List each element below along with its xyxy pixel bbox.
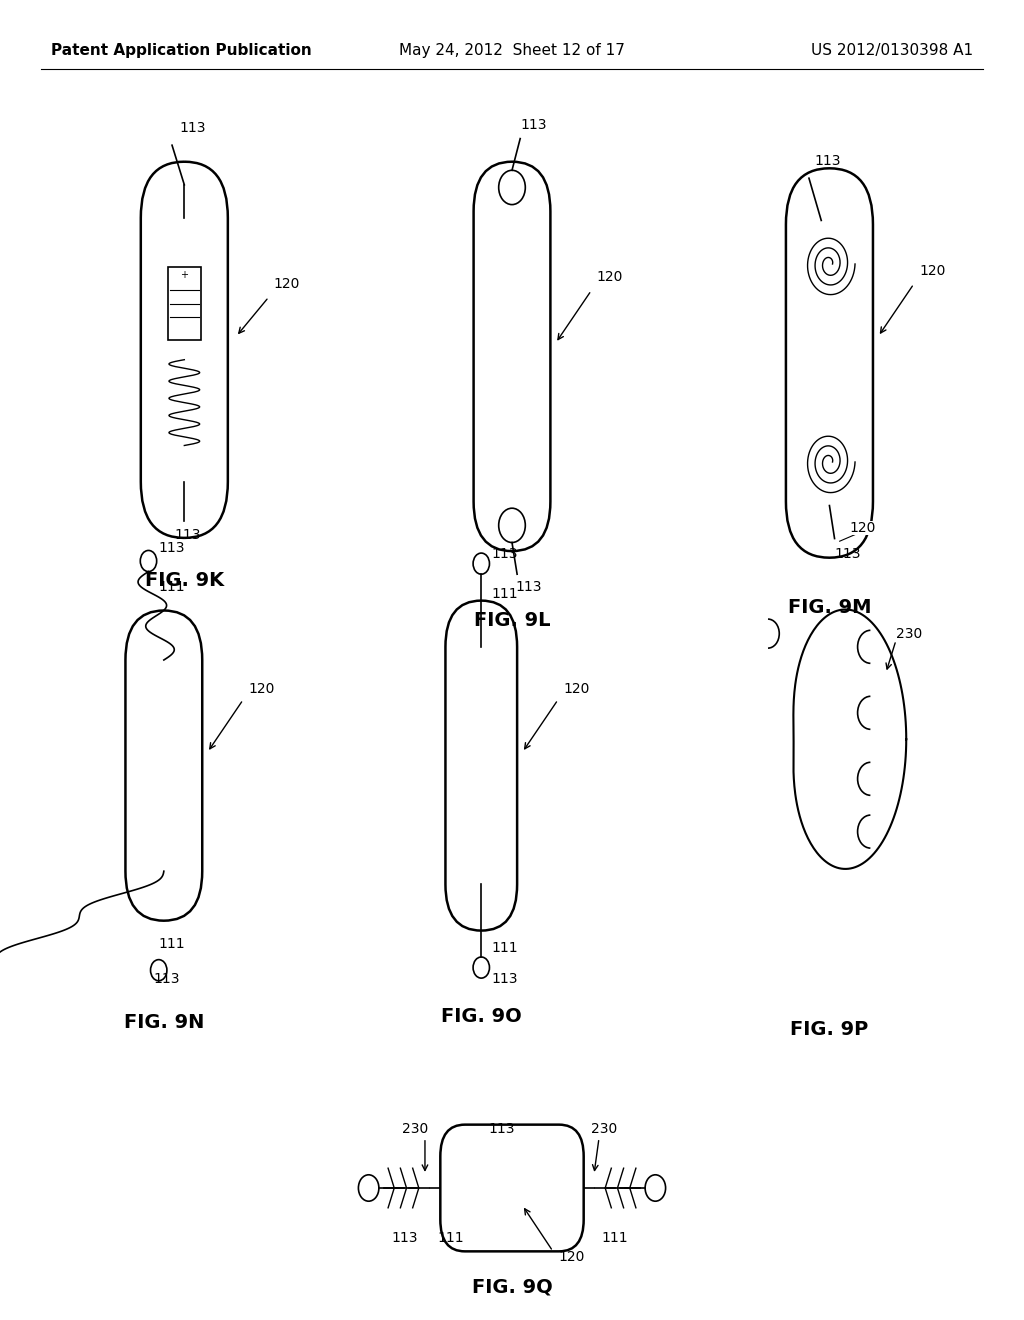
Text: 120: 120 [563,682,590,696]
Text: 113: 113 [492,973,518,986]
Text: 113: 113 [159,541,185,554]
Text: 120: 120 [596,271,623,284]
Text: FIG. 9Q: FIG. 9Q [472,1278,552,1296]
Text: FIG. 9L: FIG. 9L [474,611,550,630]
Text: FIG. 9N: FIG. 9N [124,1014,204,1032]
Circle shape [473,957,489,978]
Text: 230: 230 [401,1122,428,1135]
Bar [168,267,201,339]
Text: 111: 111 [492,587,518,601]
Text: 113: 113 [154,973,180,986]
Text: 113: 113 [835,548,861,561]
Circle shape [473,553,489,574]
Text: 120: 120 [248,682,274,696]
Text: 230: 230 [591,1122,617,1135]
Text: 113: 113 [814,154,841,168]
Text: 111: 111 [601,1232,628,1245]
Text: 111: 111 [159,581,185,594]
Circle shape [140,550,157,572]
FancyBboxPatch shape [786,168,872,557]
Circle shape [645,1175,666,1201]
Text: FIG. 9O: FIG. 9O [441,1007,521,1026]
Text: 113: 113 [492,548,518,561]
FancyBboxPatch shape [140,161,227,539]
Circle shape [499,508,525,543]
Circle shape [499,170,525,205]
Text: 120: 120 [558,1250,585,1263]
Text: Patent Application Publication: Patent Application Publication [51,42,312,58]
Text: 111: 111 [437,1232,464,1245]
Text: 113: 113 [391,1232,418,1245]
Text: 230: 230 [896,627,923,640]
Text: 113: 113 [515,581,542,594]
Text: +: + [180,271,188,280]
Text: 120: 120 [274,277,300,290]
FancyBboxPatch shape [125,610,203,921]
FancyBboxPatch shape [473,162,551,552]
FancyBboxPatch shape [445,601,517,931]
Text: 111: 111 [492,941,518,954]
Text: 113: 113 [174,528,201,541]
Circle shape [151,960,167,981]
Circle shape [358,1175,379,1201]
Text: May 24, 2012  Sheet 12 of 17: May 24, 2012 Sheet 12 of 17 [399,42,625,58]
Text: 113: 113 [488,1122,515,1135]
Text: FIG. 9P: FIG. 9P [791,1020,868,1039]
Text: 113: 113 [179,121,206,135]
Text: 120: 120 [850,521,877,535]
FancyBboxPatch shape [440,1125,584,1251]
Text: 113: 113 [520,119,547,132]
Text: FIG. 9M: FIG. 9M [787,598,871,616]
Text: FIG. 9K: FIG. 9K [144,572,224,590]
Text: 111: 111 [159,937,185,950]
Text: 120: 120 [920,264,945,277]
Text: US 2012/0130398 A1: US 2012/0130398 A1 [811,42,973,58]
